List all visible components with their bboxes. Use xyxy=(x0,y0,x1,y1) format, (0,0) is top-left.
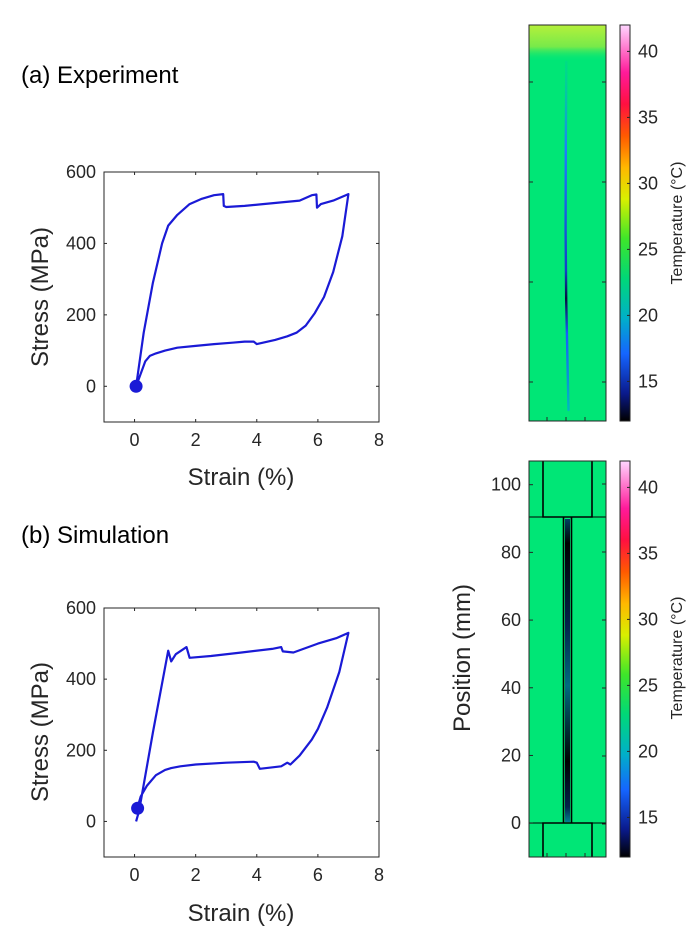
x-tick-label: 0 xyxy=(130,865,140,885)
y-tick-label: 200 xyxy=(66,305,96,325)
x-tick-label: 0 xyxy=(130,430,140,450)
simulation-colorbar-label: Temperature (°C) xyxy=(669,597,686,720)
colorbar-tick-label: 25 xyxy=(638,239,658,259)
experiment-colorbar: 15 20 25 30 35 40 Temperature (°C) xyxy=(619,24,686,422)
colorbar-tick-label: 20 xyxy=(638,305,658,325)
simulation-upper-grip xyxy=(542,461,593,518)
experiment-colorbar-label: Temperature (°C) xyxy=(669,162,686,285)
panel-a-label: (a) Experiment xyxy=(21,62,179,89)
experiment-y-axis-label: Stress (MPa) xyxy=(27,227,54,367)
colorbar-tick-label: 15 xyxy=(638,807,658,827)
y-tick-label: 600 xyxy=(66,162,96,182)
colorbar-tick-label: 35 xyxy=(638,543,658,563)
y-tick-label: 0 xyxy=(86,376,96,396)
simulation-cold-band-streak xyxy=(565,519,570,822)
position-tick-label: 80 xyxy=(501,542,521,562)
x-tick-label: 8 xyxy=(374,430,384,450)
experiment-stress-strain-curve xyxy=(135,193,350,387)
simulation-x-axis-label: Strain (%) xyxy=(188,900,295,927)
experiment-stress-strain-chart: 0 2 4 6 8 0 200 400 600 Strain (%) Stress (MPa) xyxy=(27,162,384,491)
experiment-start-marker xyxy=(129,379,143,393)
colorbar-tick-label: 35 xyxy=(638,107,658,127)
colorbar-tick-label: 40 xyxy=(638,41,658,61)
position-tick-label: 0 xyxy=(511,813,521,833)
simulation-colorbar: 15 20 25 30 35 40 Temperature (°C) xyxy=(619,460,686,858)
y-tick-label: 600 xyxy=(66,598,96,618)
y-tick-label: 200 xyxy=(66,740,96,760)
simulation-stress-strain-chart: 0 2 4 6 8 0 200 400 600 Strain (%) Stress (MPa) xyxy=(27,598,384,927)
position-tick-label: 60 xyxy=(501,610,521,630)
x-tick-label: 6 xyxy=(313,865,323,885)
experiment-colorbar-gradient xyxy=(619,24,631,422)
simulation-lower-grip xyxy=(542,822,593,857)
x-tick-label: 4 xyxy=(252,865,262,885)
colorbar-tick-label: 20 xyxy=(638,741,658,761)
experiment-x-axis-label: Strain (%) xyxy=(188,464,295,491)
simulation-colorbar-gradient xyxy=(619,460,631,858)
simulation-start-marker xyxy=(131,801,145,815)
position-tick-label: 100 xyxy=(491,475,521,495)
simulation-field-edge-ticks xyxy=(546,483,606,857)
experiment-field-edge-ticks xyxy=(529,81,606,421)
experiment-field-frame xyxy=(528,24,607,422)
colorbar-tick-label: 40 xyxy=(638,477,658,497)
experiment-warm-grip-region xyxy=(529,25,606,61)
x-tick-label: 6 xyxy=(313,430,323,450)
simulation-specimen-outline xyxy=(529,461,606,857)
x-tick-label: 4 xyxy=(252,430,262,450)
simulation-thermal-model: 0 20 40 60 80 100 Position (mm) xyxy=(449,460,607,858)
x-tick-label: 2 xyxy=(191,865,201,885)
simulation-plot-frame xyxy=(103,607,380,858)
experiment-thermal-image xyxy=(528,24,607,422)
position-axis-label: Position (mm) xyxy=(449,584,476,732)
panel-b-label: (b) Simulation xyxy=(21,522,170,549)
colorbar-tick-label: 30 xyxy=(638,173,658,193)
colorbar-tick-label: 25 xyxy=(638,675,658,695)
colorbar-tick-label: 30 xyxy=(638,609,658,629)
simulation-field-frame xyxy=(528,460,607,858)
experiment-cold-band-streak xyxy=(564,60,570,412)
x-tick-label: 2 xyxy=(191,430,201,450)
experiment-plot-frame xyxy=(103,171,380,423)
y-tick-label: 400 xyxy=(66,669,96,689)
colorbar-tick-label: 15 xyxy=(638,371,658,391)
x-tick-label: 8 xyxy=(374,865,384,885)
y-tick-label: 0 xyxy=(86,811,96,831)
simulation-stress-strain-curve xyxy=(135,631,350,822)
simulation-y-axis-label: Stress (MPa) xyxy=(27,662,54,802)
position-tick-label: 20 xyxy=(501,745,521,765)
y-tick-label: 400 xyxy=(66,233,96,253)
position-tick-label: 40 xyxy=(501,678,521,698)
